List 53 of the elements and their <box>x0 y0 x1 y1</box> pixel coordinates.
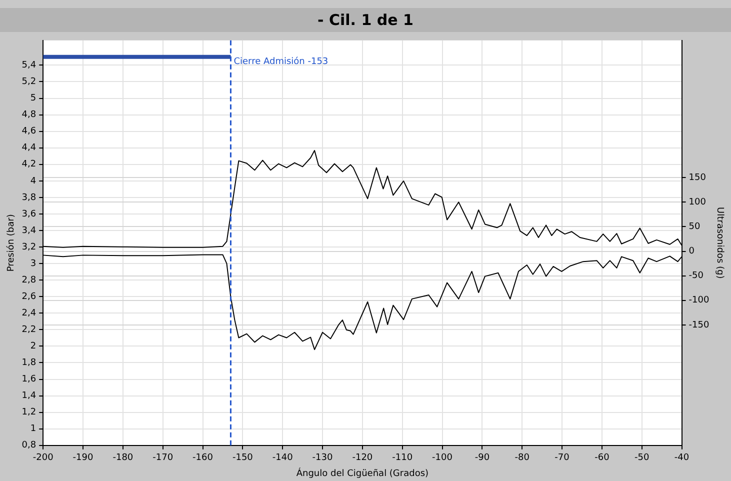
y-tick-label: 3,4 <box>22 226 36 236</box>
x-tick-label: -90 <box>474 453 490 464</box>
y-tick-label: 4,6 <box>22 126 36 137</box>
y-tick-label: 5,2 <box>22 77 36 88</box>
x-tick-label: -80 <box>514 453 530 464</box>
y-tick-label: 1,4 <box>22 391 36 402</box>
chart-title: - Cil. 1 de 1 <box>0 8 731 32</box>
y2-tick-label: -100 <box>688 296 710 306</box>
y-tick-label: 4,4 <box>22 143 36 154</box>
y-tick-label: 3,6 <box>22 209 36 220</box>
y-tick-label: 2,8 <box>22 275 36 286</box>
y2-tick-label: 50 <box>688 222 700 232</box>
y-tick-label: 4 <box>30 176 36 186</box>
x-tick-label: -150 <box>232 453 254 464</box>
x-tick-label: -140 <box>272 453 294 464</box>
x-tick-label: -110 <box>392 453 413 464</box>
y-tick-label: 2,2 <box>22 325 36 336</box>
y2-tick-label: 0 <box>688 246 695 257</box>
x-tick-label: -120 <box>352 453 373 464</box>
x-tick-label: -50 <box>634 453 650 464</box>
y-tick-label: 5 <box>30 94 36 104</box>
x-tick-label: -40 <box>674 453 690 464</box>
x-tick-label: -190 <box>72 453 94 464</box>
y2-tick-label: -50 <box>688 271 704 282</box>
y-tick-label: 2,4 <box>22 308 36 318</box>
y-axis-title: Presión (bar) <box>6 214 17 272</box>
x-tick-label: -170 <box>152 453 174 464</box>
x-tick-label: -130 <box>312 453 334 464</box>
y2-tick-label: -150 <box>688 320 710 330</box>
y-tick-label: 4,8 <box>22 110 36 120</box>
x-tick-label: -180 <box>112 453 134 464</box>
y-tick-label: 1,2 <box>22 408 36 418</box>
x-tick-label: -100 <box>432 453 453 464</box>
y-tick-label: 3,2 <box>22 242 36 252</box>
x-tick-label: -160 <box>192 453 214 464</box>
y-tick-label: 2 <box>30 342 36 352</box>
x-tick-label: -70 <box>554 453 570 464</box>
y-tick-label: 3,8 <box>22 192 36 203</box>
y-tick-label: 3 <box>30 258 36 269</box>
y-tick-label: 4,2 <box>22 160 36 170</box>
y-tick-label: 0,8 <box>22 440 36 451</box>
y2-axis-title: Ultrasonidos (g) <box>714 207 724 279</box>
x-tick-label: -60 <box>594 453 610 464</box>
y2-tick-label: 100 <box>688 197 706 208</box>
y-tick-label: 2,6 <box>22 292 36 302</box>
y-tick-label: 5,4 <box>22 60 36 71</box>
y2-tick-label: 150 <box>688 172 706 183</box>
x-axis-title: Ángulo del Cigüeñal (Grados) <box>296 466 429 479</box>
y-tick-label: 1,8 <box>22 358 36 368</box>
x-tick-label: -200 <box>32 453 54 464</box>
ref-line-label: Cierre Admisión -153 <box>234 56 328 68</box>
y-tick-label: 1 <box>30 424 36 434</box>
y-tick-label: 1,6 <box>22 374 36 385</box>
